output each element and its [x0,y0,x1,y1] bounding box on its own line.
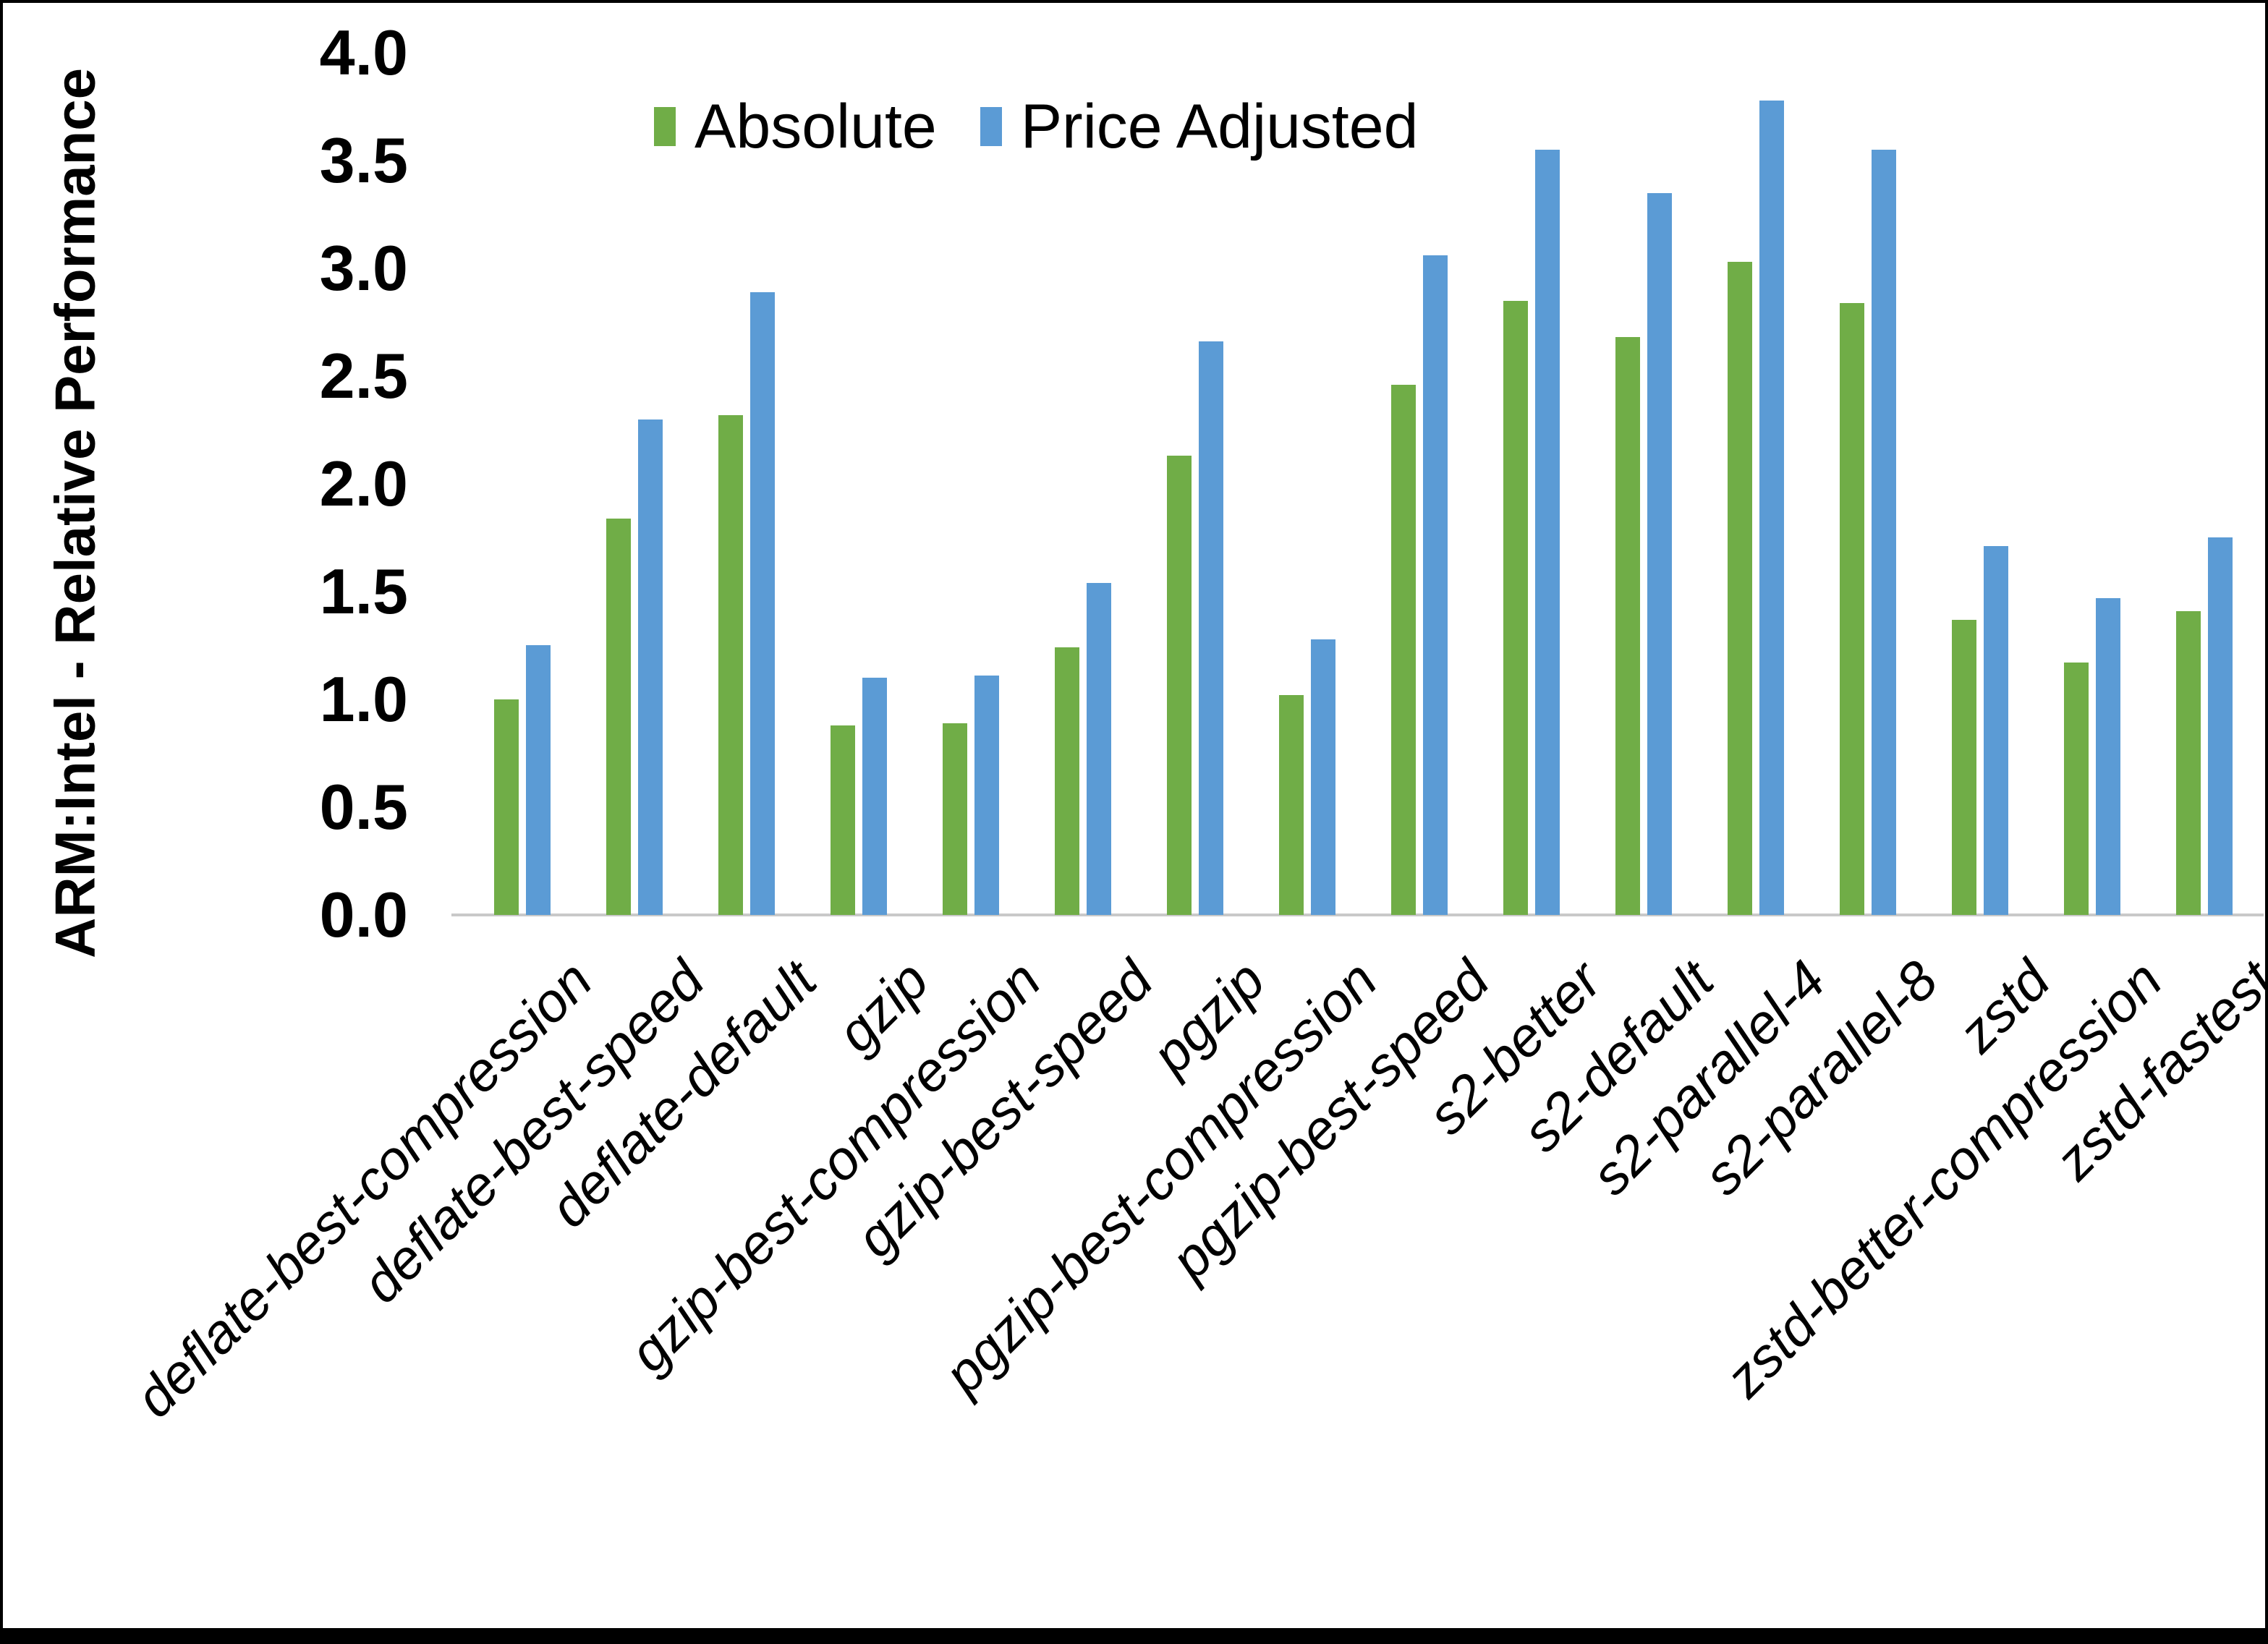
legend: Absolute Price Adjusted [654,95,1418,158]
y-tick-label: 2.0 [319,448,408,519]
bar-absolute [830,725,855,915]
bar-price-adjusted [749,292,775,915]
x-axis-line [451,913,2264,916]
bar-price-adjusted [1871,150,1896,915]
bar-price-adjusted [1983,546,2008,915]
bar-absolute [1503,301,1528,915]
y-tick-label: 4.0 [319,17,408,88]
bottom-border-bar [3,1628,2265,1641]
bar-absolute [1054,647,1079,915]
bar-price-adjusted [1647,193,1672,915]
legend-swatch-price-adjusted [980,107,1002,146]
bar-absolute [942,723,967,915]
bar-price-adjusted [2207,537,2233,915]
bar-absolute [1278,695,1304,915]
bar-price-adjusted [1086,583,1111,915]
bar-absolute [1727,262,1752,915]
bar-price-adjusted [1534,150,1560,915]
y-tick-label: 1.5 [319,555,408,627]
bar-absolute [718,415,743,915]
bar-price-adjusted [862,678,887,915]
y-tick-label: 2.5 [319,340,408,412]
y-tick-label: 3.0 [319,232,408,304]
y-tick-label: 0.0 [319,879,408,950]
bar-price-adjusted [1422,255,1448,915]
bar-absolute [1951,620,1976,915]
bar-price-adjusted [1759,101,1784,915]
legend-label-absolute: Absolute [695,92,937,161]
y-tick-label: 3.5 [319,124,408,196]
bar-absolute [2175,611,2201,915]
y-tick-label: 0.5 [319,771,408,843]
bar-absolute [1839,303,1864,915]
legend-entry-price-adjusted: Price Adjusted [980,92,1419,161]
bar-price-adjusted [525,645,551,915]
legend-swatch-absolute [654,107,676,146]
y-axis-title: ARM:Intel - Relative Performance [43,68,107,958]
bar-absolute [1166,456,1192,915]
bar-price-adjusted [1198,341,1223,915]
bar-absolute [493,699,519,915]
bar-absolute [2063,663,2089,915]
bar-price-adjusted [974,676,999,915]
bar-price-adjusted [637,419,663,915]
y-tick-label: 1.0 [319,663,408,735]
legend-entry-absolute: Absolute [654,95,937,158]
bar-price-adjusted [2095,598,2120,915]
bar-absolute [1615,337,1640,915]
bar-absolute [606,519,631,915]
bar-absolute [1390,385,1416,915]
bar-price-adjusted [1310,639,1335,915]
legend-label-price-adjusted: Price Adjusted [1020,92,1419,161]
